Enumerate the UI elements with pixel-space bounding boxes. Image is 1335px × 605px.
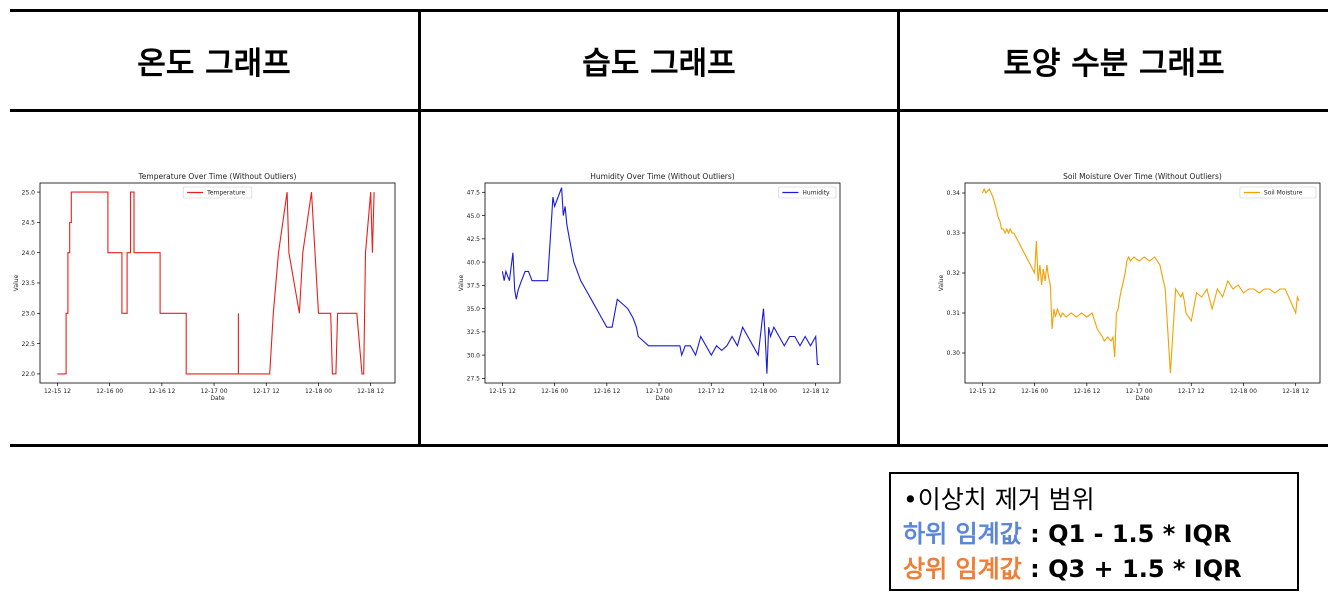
temperature-ytick-label: 25.0	[22, 189, 36, 196]
temperature-plot-frame	[39, 182, 396, 384]
humidity-xlabel: Date	[655, 395, 670, 402]
humidity-plot-frame	[484, 182, 841, 384]
temperature-ytick-label: 22.5	[22, 341, 36, 348]
humidity-ytick-label: 30.0	[467, 352, 481, 359]
soil-moisture-ylabel: Value	[938, 274, 945, 291]
humidity-ytick-label: 47.5	[467, 190, 481, 197]
soil-moisture-xtick-label: 12-17 00	[1126, 388, 1153, 395]
soil-moisture-chart: Soil Moisture Over Time (Without Outlier…	[935, 170, 1330, 405]
soil-moisture-xtick-label: 12-16 00	[1021, 388, 1048, 395]
soil-moisture-plot-frame	[964, 182, 1321, 384]
humidity-xtick-label: 12-16 00	[541, 388, 568, 395]
humidity-series-line	[501, 187, 820, 374]
temperature-legend-box	[182, 186, 253, 199]
column-divider-2	[897, 10, 900, 447]
temperature-xtick-label: 12-18 00	[305, 388, 332, 395]
humidity-chart-title: Humidity Over Time (Without Outliers)	[590, 172, 735, 181]
soil-moisture-panel-title: 토양 수분 그래프	[1003, 46, 1225, 82]
soil-moisture-legend-box	[1239, 186, 1317, 199]
soil-moisture-xtick-label: 12-18 12	[1282, 388, 1309, 395]
soil-moisture-ytick-label: 0.34	[947, 190, 961, 197]
temperature-chart-title: Temperature Over Time (Without Outliers)	[138, 172, 297, 181]
humidity-legend-box	[778, 186, 837, 199]
header-divider	[10, 109, 1328, 112]
humidity-xtick-label: 12-18 12	[802, 388, 829, 395]
soil-moisture-legend-label: Soil Moisture	[1264, 190, 1303, 197]
temperature-chart-svg: Temperature Over Time (Without Outliers)…	[13, 172, 396, 402]
humidity-ytick-label: 45.0	[467, 213, 481, 220]
humidity-ytick-label: 35.0	[467, 306, 481, 313]
soil-moisture-xtick-label: 12-18 00	[1230, 388, 1257, 395]
humidity-xtick-label: 12-17 00	[646, 388, 673, 395]
soil-moisture-chart-title: Soil Moisture Over Time (Without Outlier…	[1063, 172, 1222, 181]
soil-moisture-xlabel: Date	[1135, 395, 1150, 402]
lower-threshold-row: 하위 임계값 : Q1 - 1.5 * IQR	[903, 517, 1297, 552]
outlier-rule-heading: •이상치 제거 범위	[903, 485, 1095, 514]
temperature-xlabel: Date	[210, 395, 225, 402]
humidity-xtick-label: 12-18 00	[750, 388, 777, 395]
table-top-border	[10, 9, 1328, 12]
upper-threshold-row: 상위 임계값 : Q3 + 1.5 * IQR	[903, 552, 1297, 587]
humidity-ytick-label: 42.5	[467, 236, 481, 243]
upper-threshold-label: 상위 임계값	[903, 555, 1022, 583]
soil-moisture-ytick-label: 0.31	[947, 310, 961, 317]
temperature-ytick-label: 22.0	[22, 371, 36, 378]
humidity-panel-title: 습도 그래프	[582, 46, 736, 82]
humidity-chart-svg: Humidity Over Time (Without Outliers) 27.…	[458, 172, 841, 402]
table-bottom-border	[10, 444, 1328, 447]
temperature-ytick-label: 23.0	[22, 311, 36, 318]
lower-threshold-formula: : Q1 - 1.5 * IQR	[1030, 520, 1232, 548]
humidity-ytick-label: 27.5	[467, 376, 481, 383]
soil-moisture-ytick-label: 0.30	[947, 350, 961, 357]
soil-moisture-chart-svg: Soil Moisture Over Time (Without Outlier…	[938, 172, 1321, 402]
temperature-xtick-label: 12-15 12	[44, 388, 71, 395]
soil-moisture-ytick-label: 0.33	[947, 230, 961, 237]
lower-threshold-label: 하위 임계값	[903, 520, 1022, 548]
humidity-legend-label: Humidity	[802, 190, 830, 197]
temperature-xtick-label: 12-17 00	[201, 388, 228, 395]
column-divider-1	[418, 10, 421, 447]
temperature-ytick-label: 24.0	[22, 250, 36, 257]
temperature-panel-title: 온도 그래프	[137, 46, 291, 82]
temperature-ytick-label: 23.5	[22, 280, 36, 287]
humidity-xtick-label: 12-16 12	[593, 388, 620, 395]
temperature-ytick-label: 24.5	[22, 220, 36, 227]
humidity-ylabel: Value	[458, 274, 465, 291]
soil-moisture-ytick-label: 0.32	[947, 270, 961, 277]
humidity-ytick-label: 40.0	[467, 259, 481, 266]
soil-moisture-series-line	[981, 187, 1300, 374]
humidity-ytick-label: 37.5	[467, 283, 481, 290]
outlier-rule-box: •이상치 제거 범위 하위 임계값 : Q1 - 1.5 * IQR 상위 임계…	[889, 472, 1299, 591]
temperature-xtick-label: 12-17 12	[253, 388, 280, 395]
humidity-xtick-label: 12-17 12	[698, 388, 725, 395]
temperature-ylabel: Value	[13, 274, 20, 291]
temperature-xtick-label: 12-18 12	[357, 388, 384, 395]
soil-moisture-xtick-label: 12-16 12	[1073, 388, 1100, 395]
humidity-ytick-label: 32.5	[467, 329, 481, 336]
temperature-xtick-label: 12-16 12	[148, 388, 175, 395]
upper-threshold-formula: : Q3 + 1.5 * IQR	[1030, 555, 1242, 583]
humidity-xtick-label: 12-15 12	[489, 388, 516, 395]
soil-moisture-xtick-label: 12-17 12	[1178, 388, 1205, 395]
soil-moisture-xtick-label: 12-15 12	[969, 388, 996, 395]
humidity-chart: Humidity Over Time (Without Outliers) 27.…	[455, 170, 850, 405]
temperature-series-line	[57, 191, 375, 375]
temperature-legend-label: Temperature	[206, 190, 245, 197]
temperature-chart: Temperature Over Time (Without Outliers)…	[10, 170, 405, 405]
temperature-xtick-label: 12-16 00	[96, 388, 123, 395]
